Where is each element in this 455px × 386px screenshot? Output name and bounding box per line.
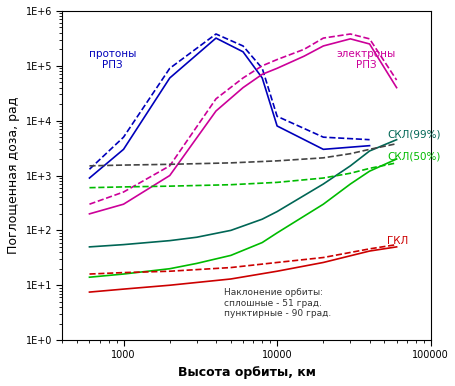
Text: СКЛ(99%): СКЛ(99%)	[386, 130, 440, 140]
Text: СКЛ(50%): СКЛ(50%)	[386, 152, 440, 162]
Text: электроны
РПЗ: электроны РПЗ	[336, 49, 395, 70]
Text: ГКЛ: ГКЛ	[386, 235, 407, 245]
Y-axis label: Поглощенная доза, рад: Поглощенная доза, рад	[7, 97, 20, 254]
X-axis label: Высота орбиты, км: Высота орбиты, км	[177, 366, 315, 379]
Text: Наклонение орбиты:
сплошные - 51 град.
пунктирные - 90 град.: Наклонение орбиты: сплошные - 51 град. п…	[223, 288, 330, 318]
Text: протоны
РПЗ: протоны РПЗ	[89, 49, 136, 70]
